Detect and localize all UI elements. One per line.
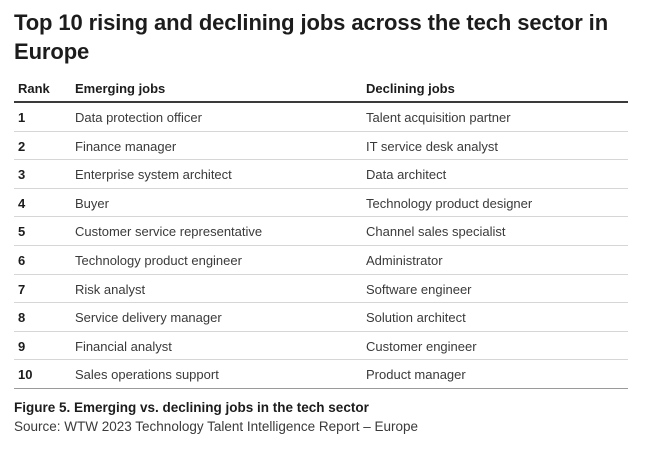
declining-job-cell: Talent acquisition partner (366, 110, 511, 125)
rank-cell: 8 (18, 310, 26, 326)
table-header-row: Rank Emerging jobs Declining jobs (14, 76, 628, 103)
jobs-table: Rank Emerging jobs Declining jobs 1 Data… (14, 76, 628, 389)
rank-cell: 9 (18, 338, 26, 354)
declining-job-cell: Customer engineer (366, 338, 477, 354)
table-row: 2 Finance manager IT service desk analys… (14, 132, 628, 161)
emerging-job-cell: Risk analyst (75, 281, 146, 297)
emerging-job-cell: Data protection officer (75, 110, 202, 125)
table-row: 5 Customer service representative Channe… (14, 217, 628, 246)
header-emerging-jobs: Emerging jobs (75, 81, 166, 96)
table-row: 1 Data protection officer Talent acquisi… (14, 103, 628, 132)
emerging-job-cell: Financial analyst (75, 338, 172, 354)
declining-job-cell: Technology product designer (366, 195, 533, 211)
table-row: 4 Buyer Technology product designer (14, 189, 628, 218)
rank-cell: 2 (18, 138, 26, 154)
rank-cell: 10 (18, 367, 33, 383)
declining-job-cell: Product manager (366, 367, 466, 383)
table-row: 3 Enterprise system architect Data archi… (14, 160, 628, 189)
declining-job-cell: IT service desk analyst (366, 138, 498, 154)
table-row: 9 Financial analyst Customer engineer (14, 332, 628, 361)
source-note: Source: WTW 2023 Technology Talent Intel… (14, 419, 418, 434)
table-row: 6 Technology product engineer Administra… (14, 246, 628, 275)
page-title: Top 10 rising and declining jobs across … (14, 10, 609, 64)
emerging-job-cell: Customer service representative (75, 224, 263, 240)
emerging-job-cell: Finance manager (75, 138, 177, 154)
table-row: 8 Service delivery manager Solution arch… (14, 303, 628, 332)
header-rank: Rank (18, 81, 50, 96)
rank-cell: 1 (18, 110, 26, 125)
table-row: 10 Sales operations support Product mana… (14, 360, 628, 389)
rank-cell: 6 (18, 252, 26, 268)
table-row: 7 Risk analyst Software engineer (14, 275, 628, 304)
header-declining-jobs: Declining jobs (366, 81, 455, 96)
rank-cell: 5 (18, 224, 26, 240)
emerging-job-cell: Technology product engineer (75, 252, 242, 268)
rank-cell: 7 (18, 281, 26, 297)
declining-job-cell: Channel sales specialist (366, 224, 506, 240)
emerging-job-cell: Enterprise system architect (75, 167, 232, 183)
rank-cell: 3 (18, 167, 26, 183)
emerging-job-cell: Sales operations support (75, 367, 219, 383)
emerging-job-cell: Service delivery manager (75, 310, 222, 326)
declining-job-cell: Data architect (366, 167, 447, 183)
declining-job-cell: Software engineer (366, 281, 472, 297)
emerging-job-cell: Buyer (75, 195, 109, 211)
declining-job-cell: Solution architect (366, 310, 466, 326)
rank-cell: 4 (18, 195, 26, 211)
figure-caption: Figure 5. Emerging vs. declining jobs in… (14, 400, 369, 415)
declining-job-cell: Administrator (366, 252, 443, 268)
